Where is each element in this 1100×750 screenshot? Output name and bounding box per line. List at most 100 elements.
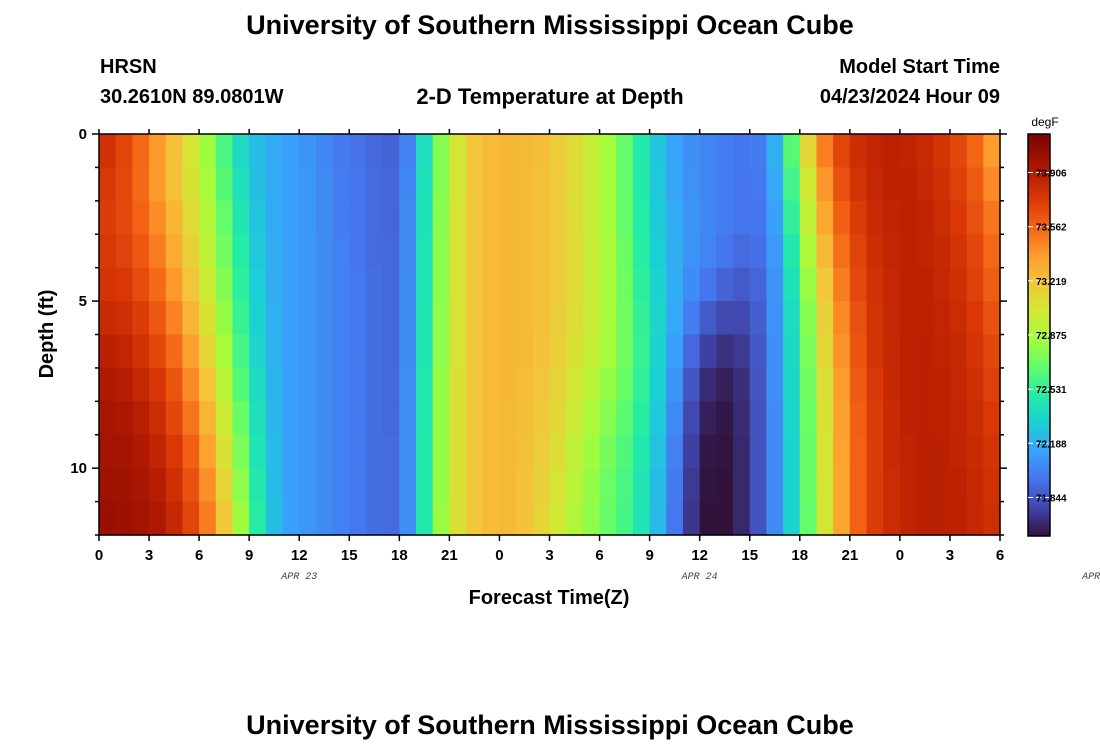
heatmap-cell [833, 468, 851, 503]
heatmap-cell [866, 468, 884, 503]
heatmap-cell [232, 200, 250, 235]
heatmap-cell [399, 367, 417, 402]
heatmap-cell [916, 200, 934, 235]
heatmap-cell [99, 434, 117, 469]
heatmap-cell [466, 267, 484, 302]
heatmap-cell [916, 334, 934, 369]
heatmap-cell [799, 200, 818, 235]
heatmap-cell [766, 468, 784, 503]
heatmap-cell [349, 334, 367, 369]
heatmap-cell [716, 334, 734, 369]
colorbar-tick-label: 73.219 [1036, 277, 1067, 288]
heatmap-cell [149, 267, 167, 302]
heatmap-cell [916, 501, 934, 536]
model-start-value: 04/23/2024 Hour 09 [819, 86, 1000, 108]
heatmap-cell [449, 167, 467, 202]
heatmap-cell [315, 334, 334, 369]
heatmap-cell [816, 267, 834, 302]
heatmap-cell [199, 267, 217, 302]
heatmap-cell [399, 234, 417, 269]
heatmap-cell [799, 401, 818, 436]
heatmap-cell [332, 301, 350, 336]
heatmap-cell [232, 468, 250, 503]
heatmap-cell [499, 468, 517, 503]
heatmap-cell [516, 367, 534, 402]
station-name: HRSN [100, 56, 157, 78]
heatmap-cell [599, 234, 617, 269]
heatmap-cell [699, 501, 717, 536]
heatmap-cell [866, 434, 884, 469]
heatmap-cell [349, 167, 367, 202]
heatmap-cell [99, 501, 117, 536]
heatmap-cell [949, 167, 968, 202]
x-tick-label: 21 [841, 547, 858, 564]
y-tick-labels: 0 5 10 [70, 126, 87, 477]
heatmap-cell [532, 468, 551, 503]
heatmap-cell [699, 334, 717, 369]
heatmap-cell [649, 434, 667, 469]
heatmap-cell [466, 301, 484, 336]
colorbar-tick-label: 73.562 [1036, 223, 1067, 234]
heatmap-cell [649, 468, 667, 503]
heatmap-cell [549, 301, 567, 336]
heatmap-cell [749, 334, 768, 369]
heatmap-cell [833, 167, 851, 202]
page-title-bottom: University of Southern Mississippi Ocean… [246, 710, 854, 740]
heatmap-cell [99, 234, 117, 269]
heatmap-cell [666, 134, 684, 169]
heatmap-cell [582, 301, 601, 336]
heatmap-cell [249, 468, 267, 503]
heatmap-cell [699, 367, 717, 402]
heatmap-cell [699, 234, 717, 269]
heatmap-cell [582, 200, 601, 235]
heatmap-cell [315, 234, 334, 269]
heatmap-cell [349, 401, 367, 436]
heatmap-cell [349, 367, 367, 402]
x-tick-label: 0 [495, 547, 503, 564]
x-tick-label: 6 [595, 547, 603, 564]
heatmap-cell [599, 434, 617, 469]
heatmap-cell [215, 334, 234, 369]
heatmap-cell [749, 367, 768, 402]
heatmap-cell [165, 334, 184, 369]
heatmap-cell [199, 234, 217, 269]
heatmap-cell [349, 234, 367, 269]
heatmap-cell [466, 401, 484, 436]
heatmap-cell [449, 234, 467, 269]
heatmap-cell [99, 468, 117, 503]
heatmap-cell [933, 267, 951, 302]
heatmap-cell [632, 267, 651, 302]
heatmap-cell [332, 401, 350, 436]
heatmap-cell [416, 334, 434, 369]
heatmap-cell [532, 234, 551, 269]
heatmap-cell [416, 367, 434, 402]
heatmap-cell [716, 468, 734, 503]
heatmap-cell [866, 167, 884, 202]
heatmap-cell [749, 301, 768, 336]
heatmap-cell [232, 167, 250, 202]
x-tick-label: 3 [946, 547, 954, 564]
heatmap-cell [849, 301, 868, 336]
heatmap-cell [933, 334, 951, 369]
heatmap-cell [382, 367, 400, 402]
heatmap-cell [482, 134, 501, 169]
heatmap-cell [883, 167, 901, 202]
heatmap-cell [265, 167, 284, 202]
heatmap-cell [315, 301, 334, 336]
heatmap-cell [666, 301, 684, 336]
heatmap-cell [382, 134, 400, 169]
heatmap-cell [983, 468, 1001, 503]
x-axis-title: Forecast Time(Z) [469, 587, 630, 609]
heatmap-cell [699, 468, 717, 503]
heatmap-cell [783, 200, 801, 235]
heatmap-cell [315, 468, 334, 503]
heatmap-cell [849, 334, 868, 369]
heatmap-cell [199, 468, 217, 503]
heatmap-cell [783, 401, 801, 436]
x-tick-label: 6 [195, 547, 203, 564]
heatmap-cell [182, 167, 200, 202]
model-start-label: Model Start Time [839, 56, 1000, 78]
heatmap-cell [382, 167, 400, 202]
heatmap-cell [766, 334, 784, 369]
date-label: APR 25 [1081, 572, 1100, 583]
